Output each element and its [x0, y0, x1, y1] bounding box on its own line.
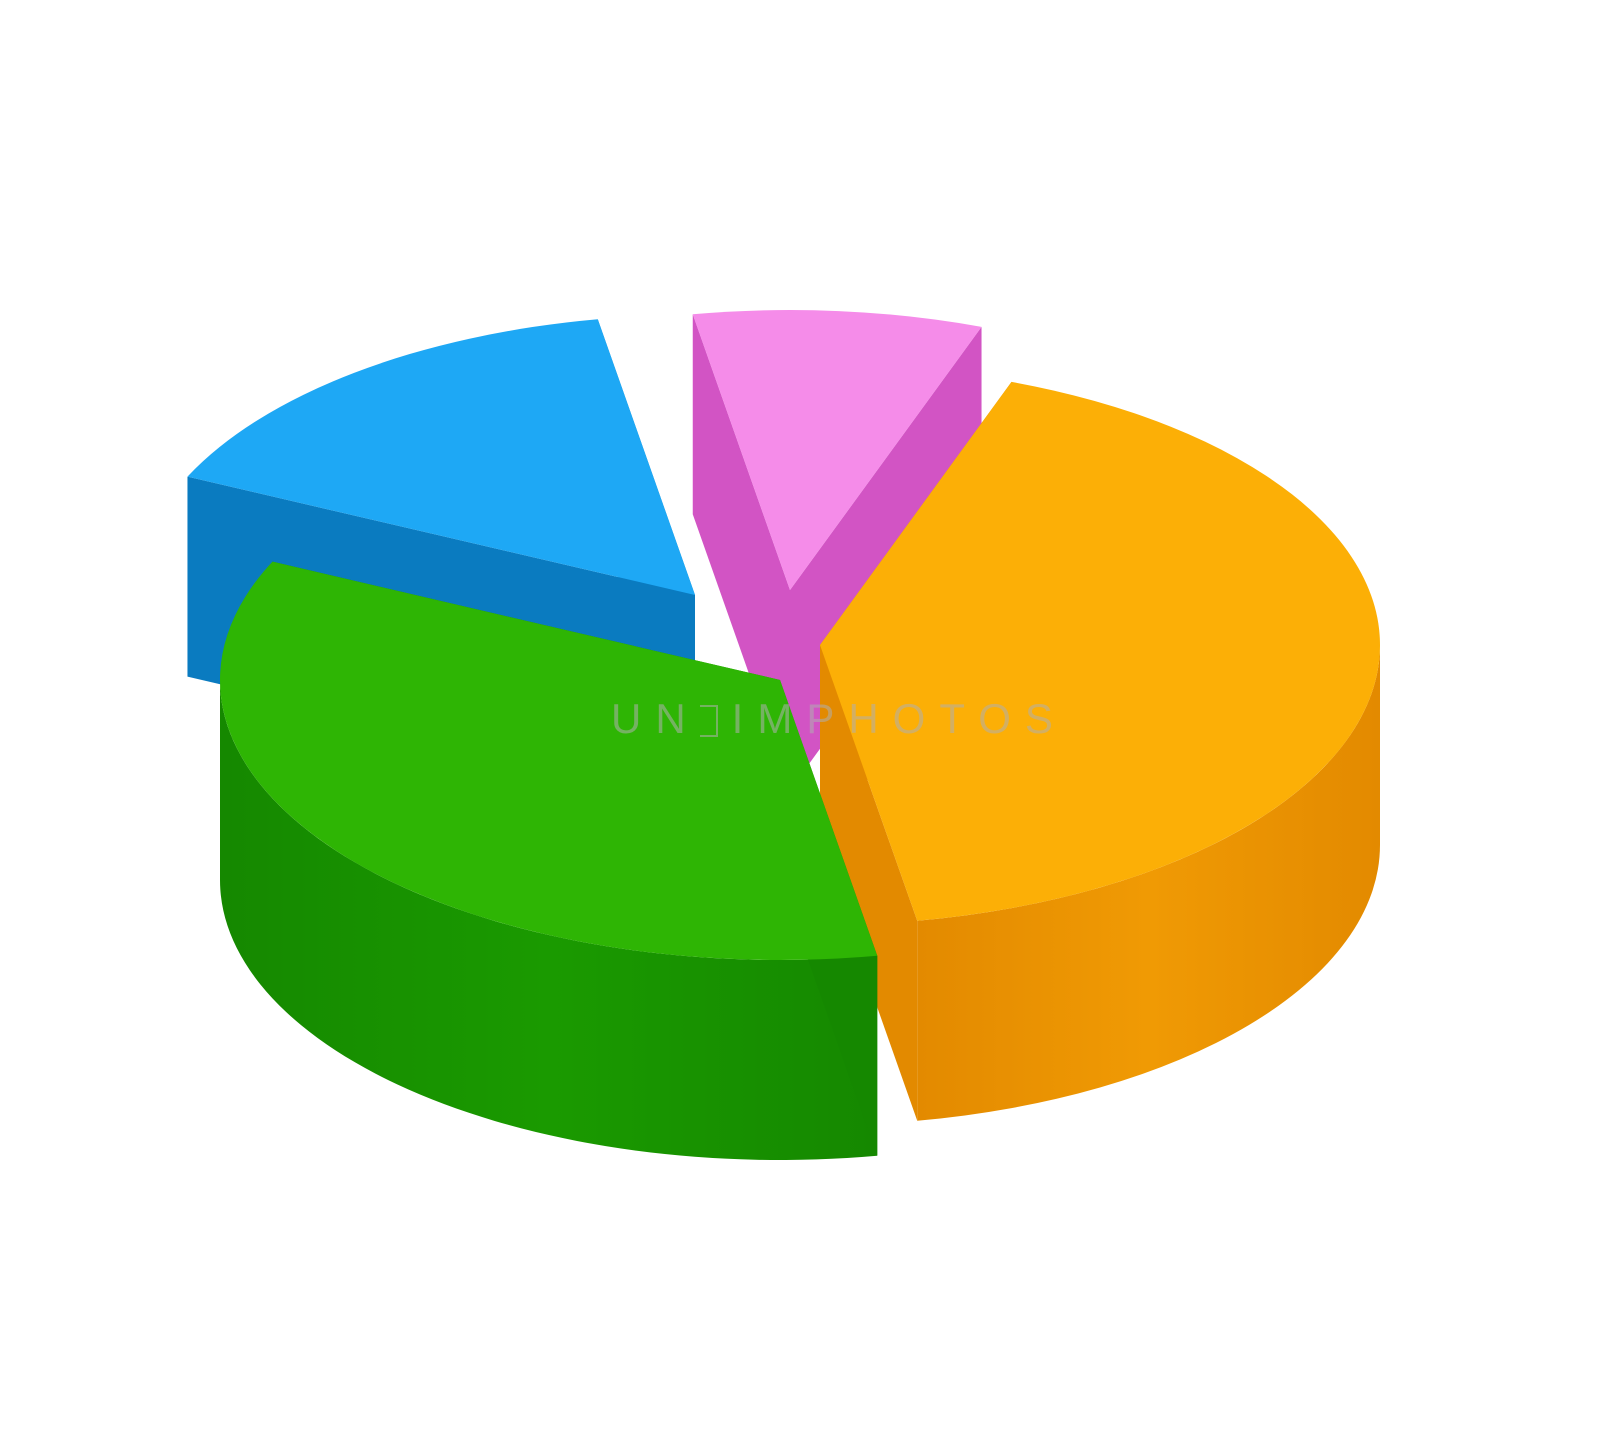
- pie-chart-3d: UNIMPHOTOS: [125, 225, 1475, 1225]
- pie-chart-svg: [125, 225, 1475, 1225]
